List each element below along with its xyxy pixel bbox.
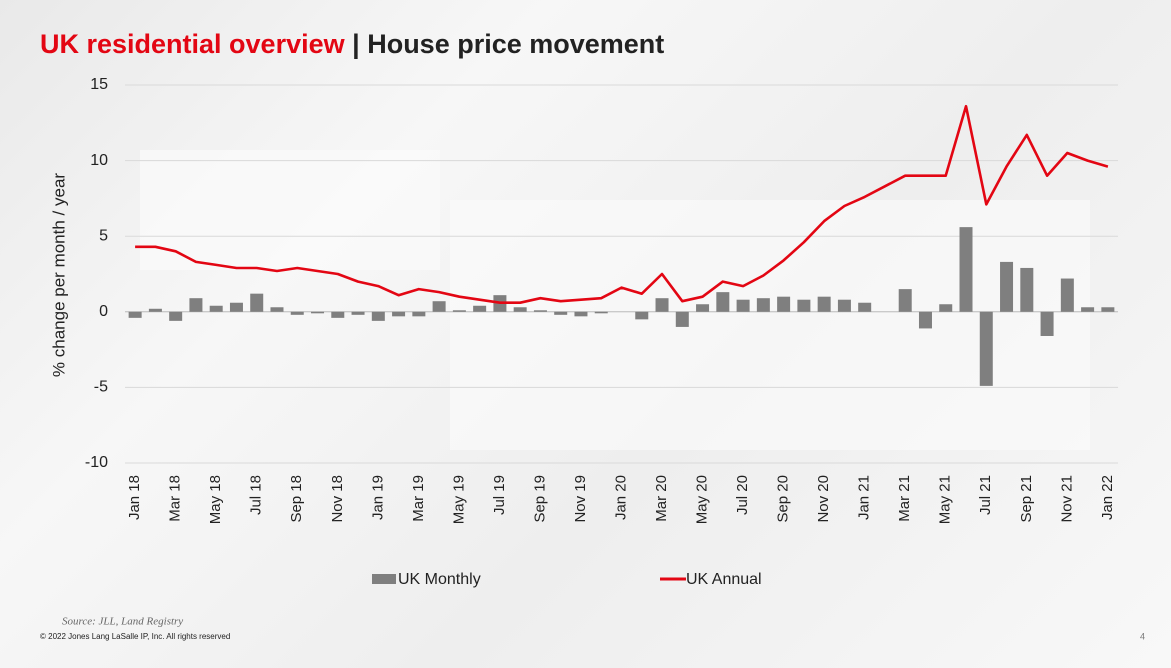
- bar: [148, 308, 162, 312]
- bar: [837, 299, 851, 312]
- bar: [371, 311, 385, 321]
- x-tick-label: May 18: [207, 475, 224, 524]
- y-tick-label: 15: [90, 76, 108, 93]
- copyright: © 2022 Jones Lang LaSalle IP, Inc. All r…: [40, 632, 230, 641]
- y-tick-label: -10: [85, 454, 108, 471]
- x-tick-label: Mar 18: [167, 475, 184, 522]
- x-tick-label: Sep 19: [531, 475, 548, 523]
- x-tick-label: Jul 18: [248, 475, 265, 515]
- x-tick-label: Mar 21: [896, 475, 913, 522]
- bar: [554, 311, 568, 315]
- page-number: 4: [1140, 631, 1145, 641]
- bar: [473, 305, 487, 312]
- line: [135, 104, 1109, 304]
- bar: [959, 227, 973, 312]
- bar: [655, 298, 669, 312]
- bar: [412, 311, 426, 317]
- slide-title: UK residential overview | House price mo…: [40, 29, 664, 59]
- bar: [817, 296, 831, 312]
- legend-label: UK Annual: [686, 571, 762, 588]
- bar: [979, 311, 993, 386]
- bar: [1060, 278, 1074, 312]
- bar: [777, 296, 791, 312]
- bg-brush: [140, 150, 440, 270]
- bar: [229, 302, 243, 312]
- bar: [290, 311, 304, 315]
- bar: [594, 311, 608, 314]
- x-tick-label: May 19: [450, 475, 467, 524]
- bar: [1000, 261, 1014, 312]
- bar: [574, 311, 588, 317]
- bar: [898, 289, 912, 312]
- x-tick-label: Nov 18: [329, 475, 346, 523]
- x-tick-label: Jan 21: [856, 475, 873, 520]
- bar: [533, 310, 547, 312]
- title-rest: | House price movement: [352, 29, 664, 59]
- bar: [696, 304, 710, 312]
- x-tick-label: May 20: [694, 475, 711, 524]
- y-tick-label: 0: [99, 303, 108, 320]
- bar: [716, 292, 730, 312]
- bar: [675, 311, 689, 327]
- bar: [209, 305, 223, 312]
- bar: [756, 298, 770, 312]
- x-tick-label: Jul 20: [734, 475, 751, 515]
- y-tick-label: 10: [90, 152, 108, 169]
- bar: [939, 304, 953, 312]
- source: Source: JLL, Land Registry: [62, 616, 183, 628]
- bar: [1081, 307, 1095, 312]
- x-tick-label: Nov 19: [572, 475, 589, 523]
- title-highlight: UK residential overview: [40, 29, 346, 59]
- x-tick-label: Nov 20: [815, 475, 832, 523]
- legend-swatch: [372, 574, 396, 584]
- x-tick-label: Sep 20: [775, 475, 792, 523]
- x-tick-label: Jan 22: [1099, 475, 1116, 520]
- bar: [1020, 267, 1034, 312]
- x-tick-label: Jan 18: [126, 475, 143, 520]
- bar: [189, 298, 203, 312]
- x-tick-label: Jul 21: [977, 475, 994, 515]
- bar: [250, 293, 264, 312]
- x-tick-label: Sep 18: [288, 475, 305, 523]
- bar: [1101, 307, 1115, 312]
- bg-brush: [450, 200, 1090, 450]
- bar: [513, 307, 527, 312]
- x-tick-label: Jul 19: [491, 475, 508, 515]
- bar: [432, 301, 446, 312]
- bar: [169, 311, 183, 321]
- bar: [351, 311, 365, 315]
- bar: [1040, 311, 1054, 336]
- bar: [331, 311, 345, 318]
- x-tick-label: Mar 19: [410, 475, 427, 522]
- bar: [270, 307, 284, 312]
- bar: [797, 299, 811, 312]
- x-tick-label: Nov 21: [1058, 475, 1075, 523]
- bar: [858, 302, 872, 312]
- x-tick-label: May 21: [937, 475, 954, 524]
- bar: [736, 299, 750, 312]
- y-tick-label: -5: [94, 379, 108, 396]
- bar: [918, 311, 932, 329]
- bar: [311, 311, 325, 314]
- y-tick-label: 5: [99, 227, 108, 244]
- bar: [392, 311, 406, 317]
- y-axis-label: % change per month / year: [49, 173, 68, 377]
- x-tick-label: Jan 20: [612, 475, 629, 520]
- x-tick-label: Sep 21: [1018, 475, 1035, 523]
- legend-label: UK Monthly: [398, 571, 481, 588]
- x-tick-label: Jan 19: [369, 475, 386, 520]
- bar: [128, 311, 142, 318]
- bar: [635, 311, 649, 320]
- x-tick-label: Mar 20: [653, 475, 670, 522]
- bar: [452, 310, 466, 312]
